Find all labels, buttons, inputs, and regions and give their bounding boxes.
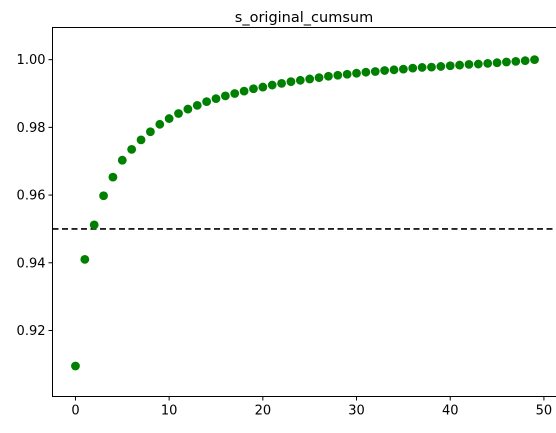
data-point (80, 254, 90, 264)
y-tick-label: 0.98 (17, 121, 46, 136)
data-point (473, 59, 483, 69)
data-point (445, 61, 455, 71)
y-tick-label: 0.92 (17, 324, 46, 339)
y-tick-label: 0.94 (17, 256, 46, 271)
data-point (108, 172, 118, 182)
y-tick-label: 1.00 (17, 53, 46, 68)
data-point (436, 62, 446, 71)
data-point (258, 82, 268, 92)
data-point (492, 58, 502, 68)
data-point (249, 84, 258, 94)
data-point (502, 57, 511, 67)
data-point (164, 114, 174, 123)
data-point (352, 68, 361, 78)
data-point (99, 191, 108, 201)
data-point (398, 64, 408, 74)
data-point (324, 71, 333, 81)
data-point (427, 62, 436, 72)
data-point (464, 60, 474, 69)
data-point (277, 78, 286, 88)
data-point (305, 74, 315, 84)
data-point (417, 63, 427, 72)
data-point (89, 220, 99, 230)
x-tick-label: 40 (442, 404, 459, 419)
data-point (174, 109, 183, 118)
data-point (342, 69, 352, 79)
data-point (530, 55, 539, 65)
data-point (71, 361, 80, 371)
data-point (117, 155, 127, 165)
x-tick-label: 10 (161, 404, 178, 419)
data-point (239, 86, 249, 96)
data-point (192, 100, 202, 110)
x-tick-label: 20 (255, 404, 272, 419)
data-point (220, 91, 230, 101)
chart-title: s_original_cumsum (235, 10, 373, 26)
x-tick-label: 0 (71, 404, 79, 419)
data-point (136, 135, 146, 145)
data-point (146, 127, 155, 137)
data-point (202, 97, 212, 107)
axis-ticks: 0 10 20 30 40 50 0.92 0.94 0.96 0.98 1.00 (17, 53, 553, 418)
data-point (408, 63, 418, 73)
data-point (361, 67, 371, 77)
y-tick-label: 0.96 (17, 189, 46, 204)
data-point (267, 80, 277, 90)
data-point (155, 119, 165, 129)
data-point (511, 56, 521, 66)
axes-frame (52, 27, 556, 397)
data-point (314, 73, 324, 83)
x-tick-label: 30 (348, 404, 365, 419)
data-point (483, 58, 493, 68)
data-point (333, 70, 343, 80)
x-tick-label: 50 (536, 404, 553, 419)
data-point (230, 89, 240, 98)
data-point (389, 65, 399, 75)
data-point (183, 104, 193, 114)
data-point (211, 94, 221, 103)
data-point (286, 77, 296, 87)
data-point (370, 67, 380, 76)
data-point (127, 144, 137, 154)
data-point (455, 60, 464, 70)
data-point (380, 66, 390, 75)
data-point (295, 75, 305, 85)
data-points (71, 55, 539, 371)
data-point (520, 56, 530, 66)
